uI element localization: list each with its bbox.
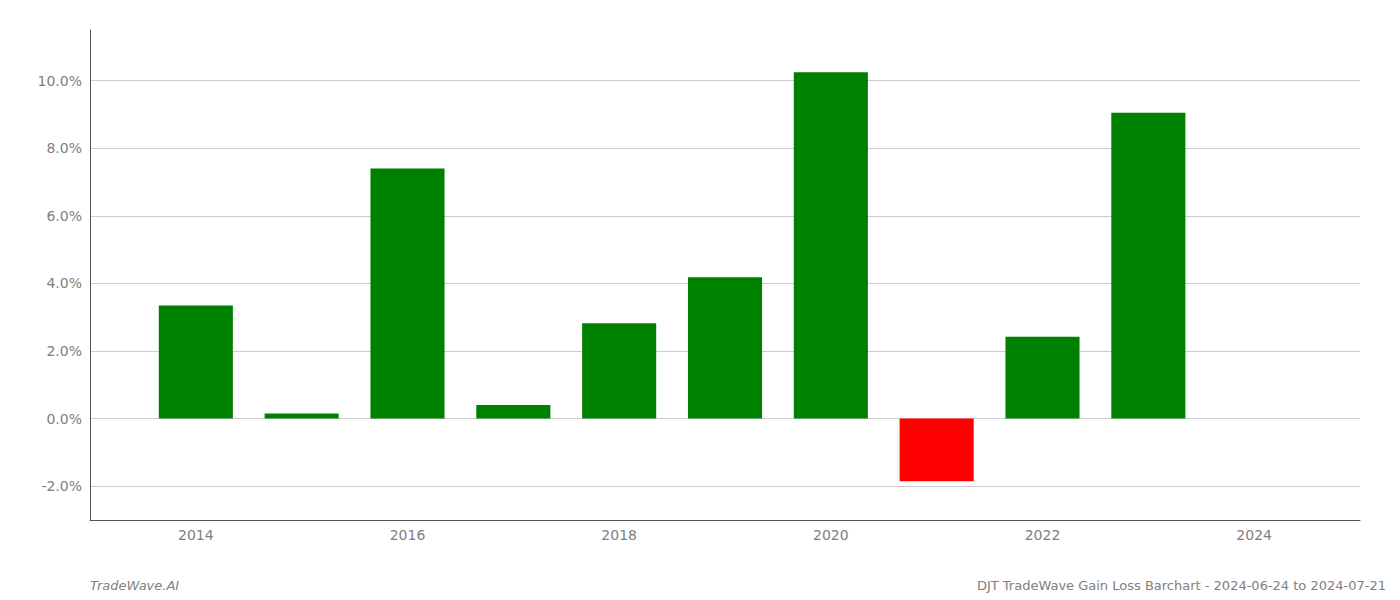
svg-text:2018: 2018 (601, 527, 637, 543)
svg-text:2022: 2022 (1025, 527, 1061, 543)
svg-text:8.0%: 8.0% (46, 140, 82, 156)
svg-text:2020: 2020 (813, 527, 849, 543)
svg-text:10.0%: 10.0% (38, 73, 82, 89)
svg-text:6.0%: 6.0% (46, 208, 82, 224)
svg-text:4.0%: 4.0% (46, 275, 82, 291)
svg-text:2.0%: 2.0% (46, 343, 82, 359)
svg-text:2016: 2016 (390, 527, 426, 543)
svg-text:-2.0%: -2.0% (41, 478, 82, 494)
svg-text:0.0%: 0.0% (46, 411, 82, 427)
svg-text:2024: 2024 (1236, 527, 1272, 543)
svg-text:2014: 2014 (178, 527, 214, 543)
svg-text:TradeWave.AI: TradeWave.AI (90, 578, 179, 593)
svg-text:DJT TradeWave Gain Loss Barcha: DJT TradeWave Gain Loss Barchart - 2024-… (977, 578, 1386, 593)
